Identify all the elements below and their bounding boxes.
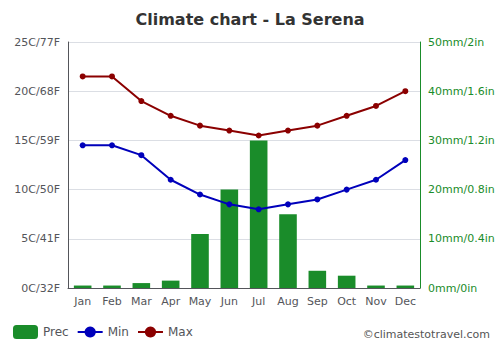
svg-text:25C/77F: 25C/77F (14, 36, 60, 49)
svg-text:Feb: Feb (102, 295, 121, 308)
svg-text:Dec: Dec (395, 295, 416, 308)
svg-text:May: May (189, 295, 212, 308)
svg-text:Climate chart - La Serena: Climate chart - La Serena (135, 10, 364, 29)
svg-text:Jul: Jul (251, 295, 265, 308)
svg-text:Min: Min (108, 325, 129, 339)
svg-text:20C/68F: 20C/68F (14, 85, 60, 98)
svg-text:Sep: Sep (307, 295, 328, 308)
svg-text:©climatestotravel.com: ©climatestotravel.com (363, 328, 490, 341)
svg-text:Apr: Apr (161, 295, 181, 308)
svg-text:10mm/0.4in: 10mm/0.4in (428, 232, 495, 245)
svg-text:0mm/0in: 0mm/0in (428, 282, 477, 295)
svg-text:40mm/1.6in: 40mm/1.6in (428, 85, 495, 98)
svg-text:10C/50F: 10C/50F (14, 183, 60, 196)
svg-text:Max: Max (168, 325, 193, 339)
svg-text:30mm/1.2in: 30mm/1.2in (428, 134, 495, 147)
svg-text:Nov: Nov (365, 295, 387, 308)
svg-text:Mar: Mar (131, 295, 152, 308)
svg-text:Prec: Prec (43, 325, 69, 339)
svg-text:5C/41F: 5C/41F (21, 232, 60, 245)
svg-text:20mm/0.8in: 20mm/0.8in (428, 183, 495, 196)
svg-text:Jun: Jun (220, 295, 238, 308)
svg-text:0C/32F: 0C/32F (21, 282, 60, 295)
svg-text:Aug: Aug (277, 295, 298, 308)
svg-text:15C/59F: 15C/59F (14, 134, 60, 147)
svg-text:Jan: Jan (73, 295, 91, 308)
svg-text:Oct: Oct (337, 295, 357, 308)
svg-text:50mm/2in: 50mm/2in (428, 36, 484, 49)
